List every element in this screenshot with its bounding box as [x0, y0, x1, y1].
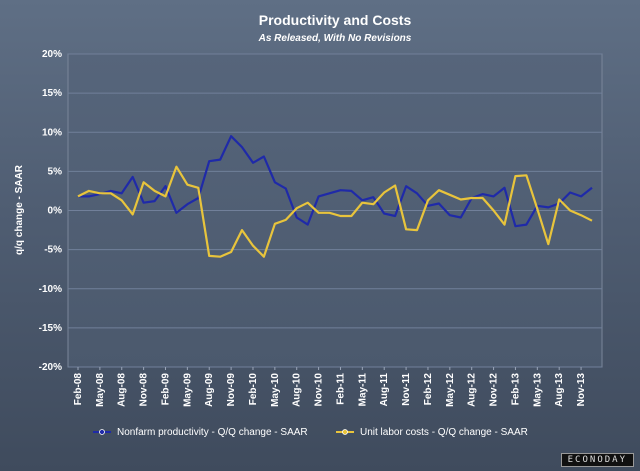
x-tick-label: Aug-12 [467, 373, 478, 407]
x-tick-label: Feb-12 [423, 373, 434, 406]
y-tick-label: -10% [39, 284, 62, 295]
chart-title: Productivity and Costs [259, 12, 412, 28]
x-axis-ticks: Feb-08 May-08 Aug-08 Nov-08 Feb-09 May-09 Aug-… [73, 367, 587, 407]
legend-marker-productivity [99, 429, 105, 435]
x-tick-label: Aug-10 [292, 373, 303, 407]
grid [68, 53, 602, 368]
x-tick-label: May-08 [95, 373, 106, 407]
y-tick-label: 10% [42, 127, 62, 138]
x-tick-label: Nov-08 [139, 373, 150, 407]
x-tick-label: Feb-09 [160, 373, 171, 406]
series-lines [77, 135, 593, 258]
series-line-productivity [78, 135, 593, 228]
y-tick-label: -5% [44, 245, 62, 256]
legend-label-productivity: Nonfarm productivity - Q/Q change - SAAR [117, 427, 308, 438]
x-tick-label: May-11 [357, 373, 368, 407]
series-line-labor-costs [77, 165, 593, 258]
y-tick-label: 5% [48, 166, 63, 177]
x-tick-label: Feb-13 [510, 373, 521, 406]
econoday-logo: ECONODAY [560, 453, 634, 467]
x-tick-label: Nov-13 [576, 373, 587, 407]
legend-label-labor-costs: Unit labor costs - Q/Q change - SAAR [360, 427, 528, 438]
x-tick-label: May-13 [532, 373, 543, 407]
legend-item-labor-costs: Unit labor costs - Q/Q change - SAAR [336, 427, 528, 438]
x-tick-label: May-12 [445, 373, 456, 407]
legend: Nonfarm productivity - Q/Q change - SAAR… [93, 427, 528, 438]
x-tick-label: Nov-09 [226, 373, 237, 407]
x-tick-label: Nov-12 [489, 373, 500, 407]
x-tick-label: Aug-11 [379, 373, 390, 407]
x-tick-label: Nov-11 [401, 373, 412, 406]
x-tick-label: May-10 [270, 373, 281, 407]
y-tick-label: 0% [48, 206, 63, 217]
y-tick-label: -20% [39, 362, 62, 373]
x-tick-label: Aug-09 [204, 373, 215, 407]
x-tick-label: Feb-08 [73, 373, 84, 406]
y-tick-label: 15% [42, 88, 62, 99]
y-axis-label: q/q change - SAAR [14, 164, 25, 255]
y-axis-ticks: 20% 15% 10% 5% 0% -5% -10% -15% -20% [39, 49, 62, 373]
legend-marker-labor-costs [342, 429, 348, 435]
x-tick-label: Feb-11 [335, 373, 346, 405]
x-tick-label: Aug-13 [554, 373, 565, 407]
legend-item-productivity: Nonfarm productivity - Q/Q change - SAAR [93, 427, 308, 438]
chart-subtitle: As Released, With No Revisions [258, 33, 412, 44]
y-tick-label: 20% [42, 49, 62, 60]
x-tick-label: May-09 [182, 373, 193, 407]
y-tick-label: -15% [39, 323, 62, 334]
x-tick-label: Aug-08 [117, 373, 128, 407]
x-tick-label: Nov-10 [314, 373, 325, 407]
x-tick-label: Feb-10 [248, 373, 259, 406]
